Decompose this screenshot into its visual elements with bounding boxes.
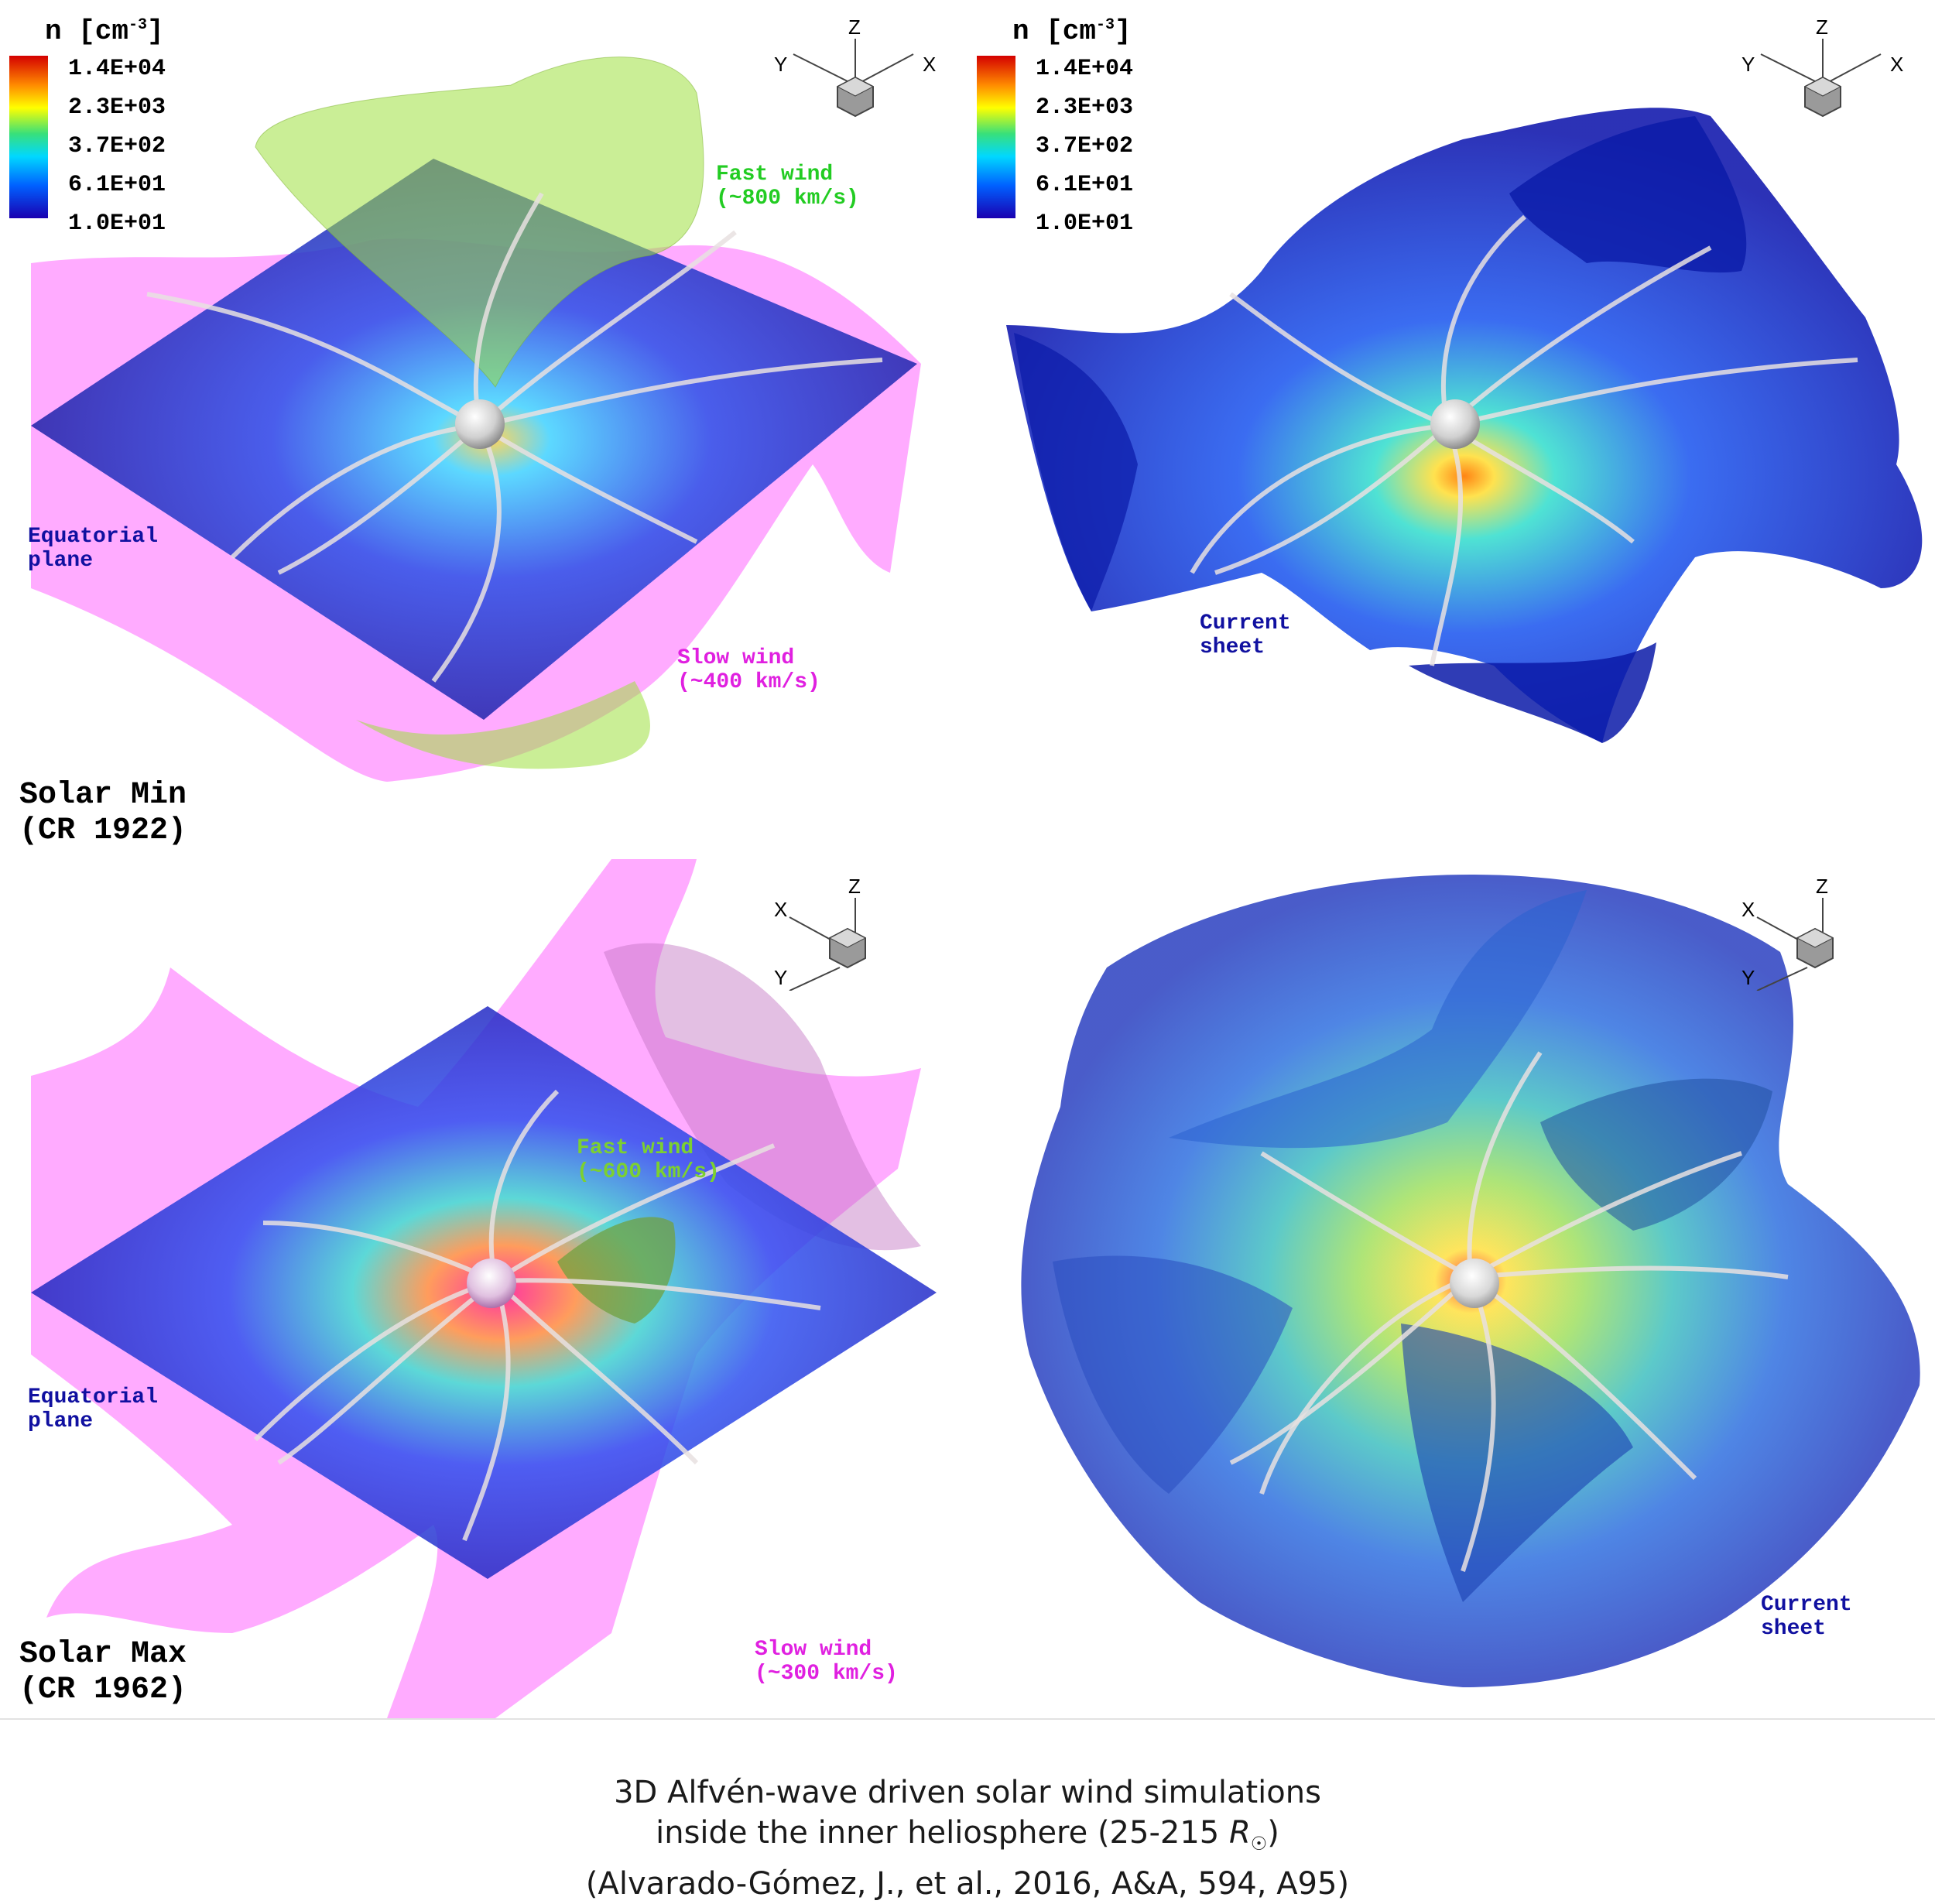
axis-label-z: Z	[1816, 875, 1828, 898]
panel-solar-max-surfaces: Z X Y Fast wind (~600 km/s) Equatorial p…	[0, 859, 968, 1718]
axis-triad-lines	[789, 898, 867, 991]
solar-max-surface-render	[31, 859, 937, 1718]
axis-label-x: X	[1742, 898, 1755, 921]
colorbar-label: 3.7E+02	[68, 133, 166, 159]
axis-label-x: X	[774, 898, 788, 921]
field-lines	[1229, 1051, 1789, 1572]
equatorial-plane-label: Equatorial plane	[28, 1385, 159, 1433]
panel-solar-min-current-sheet: n [cm-3] 1.4E+04 2.3E+03 3.7E+02 6.1E+01…	[968, 0, 1935, 859]
axis-label-x: X	[923, 53, 937, 76]
axis-label-y: Y	[774, 53, 788, 76]
sun-sphere	[1430, 399, 1480, 449]
caption-line-2: inside the inner heliosphere (25-215 R☉)	[656, 1815, 1279, 1854]
panel-solar-min-surfaces: n [cm-3] 1.4E+04 2.3E+03 3.7E+02 6.1E+01…	[0, 0, 968, 859]
colorbar-title: n [cm-3]	[1012, 15, 1132, 47]
axis-triad-lines	[793, 39, 914, 118]
field-lines	[146, 192, 883, 683]
axis-label-y: Y	[1742, 53, 1755, 76]
equatorial-plane-label: Equatorial plane	[28, 525, 159, 573]
axis-triad: Z X Y	[1734, 875, 1920, 991]
field-lines	[1190, 214, 1858, 666]
colorbar-label: 3.7E+02	[1036, 133, 1134, 159]
axis-triad-lines	[1756, 898, 1834, 991]
fast-wind-surface	[557, 1217, 676, 1324]
sun-sphere	[1450, 1258, 1499, 1308]
sun-sphere	[467, 1258, 516, 1308]
caption-line-3: (Alvarado-Gómez, J., et al., 2016, A&A, …	[585, 1866, 1350, 1902]
axis-triad: Z X Y	[766, 875, 952, 991]
axis-triad: Z Y X	[766, 15, 952, 124]
colorbar-label: 6.1E+01	[68, 172, 166, 198]
colorbar-label: 1.0E+01	[1036, 211, 1134, 237]
caption-line-1: 3D Alfvén-wave driven solar wind simulat…	[614, 1775, 1321, 1810]
colorbar-label: 1.4E+04	[68, 56, 166, 82]
colorbar-label: 6.1E+01	[1036, 172, 1134, 198]
axis-label-y: Y	[1742, 966, 1755, 989]
axis-label-x: X	[1890, 53, 1904, 76]
solar-max-density-render	[1021, 875, 1920, 1687]
phase-label: Solar Min (CR 1922)	[19, 778, 187, 848]
slow-wind-label: Slow wind (~400 km/s)	[677, 646, 820, 694]
figure-caption: 3D Alfvén-wave driven solar wind simulat…	[0, 1772, 1935, 1904]
axis-triad-lines	[1760, 39, 1882, 118]
current-sheet-label: Current sheet	[1761, 1593, 1852, 1641]
sun-sphere	[455, 399, 505, 449]
colorbar-label: 1.0E+01	[68, 211, 166, 237]
colorbar-title: n [cm-3]	[45, 15, 164, 47]
solar-min-surface-render	[31, 57, 921, 782]
field-lines	[253, 1089, 821, 1542]
solar-min-density-render	[1006, 108, 1923, 744]
colorbar-label: 2.3E+03	[1036, 94, 1134, 121]
slow-wind-label: Slow wind (~300 km/s)	[755, 1638, 898, 1686]
colorbar-gradient	[9, 56, 48, 218]
axis-label-z: Z	[1816, 15, 1828, 39]
divider	[0, 1718, 1935, 1720]
panel-solar-max-current-sheet: Z X Y Current sheet	[968, 859, 1935, 1718]
colorbar-label: 1.4E+04	[1036, 56, 1134, 82]
fast-wind-label: Fast wind (~600 km/s)	[577, 1136, 720, 1184]
phase-label: Solar Max (CR 1962)	[19, 1637, 187, 1707]
axis-label-z: Z	[848, 15, 861, 39]
fast-wind-surface	[255, 57, 704, 388]
axis-label-z: Z	[848, 875, 861, 898]
axis-triad: Z Y X	[1734, 15, 1920, 124]
colorbar-label: 2.3E+03	[68, 94, 166, 121]
axis-label-y: Y	[774, 966, 788, 989]
fast-wind-label: Fast wind (~800 km/s)	[716, 163, 859, 211]
colorbar-gradient	[977, 56, 1015, 218]
current-sheet-label: Current sheet	[1200, 611, 1291, 659]
